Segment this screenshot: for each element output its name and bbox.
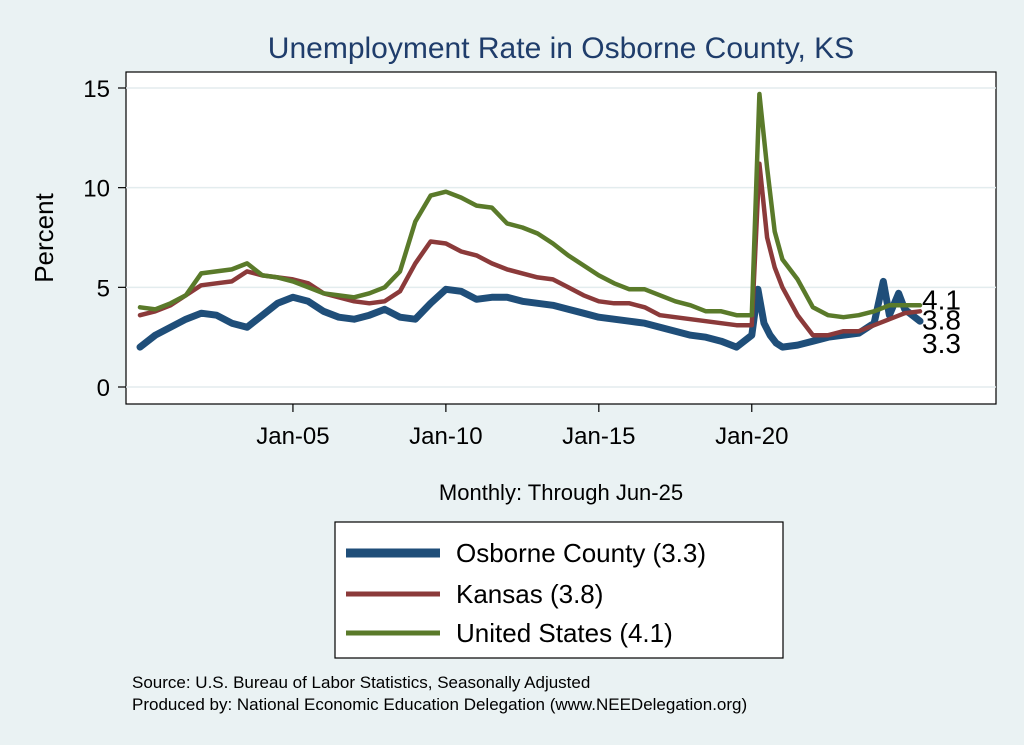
series-lines — [136, 91, 924, 351]
x-tick-label: Jan-15 — [562, 423, 635, 450]
x-axis: Jan-05 Jan-10 Jan-15 Jan-20 — [256, 404, 788, 450]
y-tick-label: 10 — [83, 176, 110, 203]
legend-label-united-states: United States (4.1) — [456, 618, 673, 648]
gridlines — [126, 87, 996, 388]
legend: Osborne County (3.3) Kansas (3.8) United… — [334, 521, 784, 659]
legend-label-kansas: Kansas (3.8) — [456, 579, 603, 609]
x-axis-label: Monthly: Through Jun-25 — [439, 480, 683, 505]
end-label-united-states: 4.1 — [922, 284, 961, 315]
x-tick-label: Jan-05 — [256, 423, 329, 450]
x-tick-label: Jan-10 — [409, 423, 482, 450]
series-line-united-states — [137, 91, 923, 320]
y-tick-label: 15 — [83, 76, 110, 103]
y-tick-label: 0 — [97, 375, 110, 402]
plot-area — [125, 71, 997, 405]
source-note: Source: U.S. Bureau of Labor Statistics,… — [132, 673, 590, 692]
y-axis-label: Percent — [29, 192, 59, 282]
end-label-kansas: 3.8 — [922, 304, 961, 335]
chart-title: Unemployment Rate in Osborne County, KS — [268, 32, 854, 65]
end-label-osborne: 3.3 — [922, 328, 961, 359]
y-tick-label: 5 — [97, 275, 110, 302]
end-labels: 3.33.84.1 — [922, 284, 961, 359]
y-axis: 0 5 10 15 — [83, 76, 126, 402]
x-tick-label: Jan-20 — [715, 423, 788, 450]
legend-label-osborne: Osborne County (3.3) — [456, 538, 706, 568]
series-line-osborne — [136, 277, 924, 351]
producer-note: Produced by: National Economic Education… — [132, 695, 747, 714]
